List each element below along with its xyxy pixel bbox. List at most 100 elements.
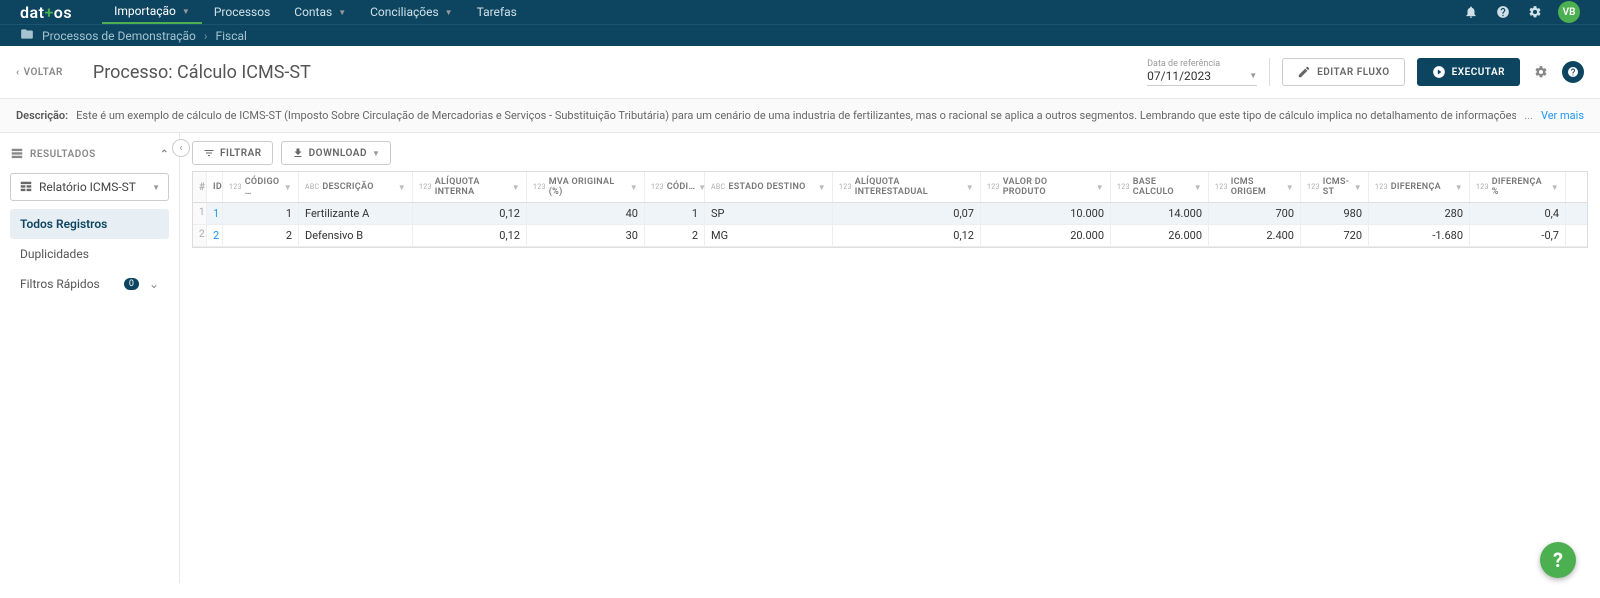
chevron-down-icon: ▼ (398, 183, 406, 192)
data-grid: #ID123CÓDIGO …▼ABCDESCRIÇÃO▼123ALÍQUOTA … (192, 171, 1588, 248)
chevron-down-icon: ▼ (152, 183, 160, 192)
chevron-down-icon: ▼ (445, 8, 453, 17)
cell-est: SP (705, 203, 833, 224)
edit-flow-button[interactable]: EDITAR FLUXO (1282, 58, 1404, 86)
column-header-cod[interactable]: 123CÓDIGO …▼ (223, 172, 299, 202)
sidebar-collapse-button[interactable]: ‹ (172, 139, 190, 157)
column-header-id[interactable]: ID (207, 172, 223, 202)
back-button[interactable]: ‹ VOLTAR (16, 67, 63, 78)
cell-mva: 40 (527, 203, 645, 224)
chevron-down-icon: ⌄ (149, 277, 159, 291)
column-header-dif[interactable]: 123DIFERENÇA▼ (1369, 172, 1470, 202)
cell-aliq: 0,12 (413, 203, 527, 224)
cell-base: 26.000 (1111, 225, 1209, 246)
cell-aliq: 0,12 (413, 225, 527, 246)
page-title: Processo: Cálculo ICMS-ST (93, 62, 1147, 83)
cell-cod2: 2 (645, 225, 705, 246)
settings-icon[interactable] (1526, 3, 1544, 21)
nav-item-tarefas[interactable]: Tarefas (465, 1, 529, 23)
cell-id[interactable]: 2 (207, 225, 223, 246)
nav-items: Importação▼ProcessosContas▼Conciliações▼… (102, 0, 1462, 24)
nav-item-conciliações[interactable]: Conciliações▼ (358, 1, 464, 23)
grid-toolbar: FILTRAR DOWNLOAD ▼ (192, 141, 1588, 165)
content-area: FILTRAR DOWNLOAD ▼ #ID123CÓDIGO …▼ABCDES… (180, 133, 1600, 583)
execute-button[interactable]: EXECUTAR (1417, 58, 1520, 86)
cell-difp: -0,7 (1470, 225, 1566, 246)
chevron-down-icon: ▼ (630, 183, 638, 192)
cell-est: MG (705, 225, 833, 246)
sidebar-item[interactable]: Filtros Rápidos0⌄ (10, 269, 169, 299)
cell-mva: 30 (527, 225, 645, 246)
edit-flow-label: EDITAR FLUXO (1317, 67, 1389, 78)
grid-header: #ID123CÓDIGO …▼ABCDESCRIÇÃO▼123ALÍQUOTA … (193, 172, 1587, 203)
download-button[interactable]: DOWNLOAD ▼ (281, 141, 392, 165)
download-label: DOWNLOAD (309, 148, 367, 159)
badge: 0 (124, 278, 139, 290)
chevron-down-icon: ▼ (182, 7, 190, 16)
filter-button[interactable]: FILTRAR (192, 141, 273, 165)
results-icon (10, 147, 24, 161)
breadcrumb-root[interactable]: Processos de Demonstração (42, 29, 196, 43)
column-header-aliq[interactable]: 123ALÍQUOTA INTERNA▼ (413, 172, 527, 202)
column-header-icmsst[interactable]: 123ICMS-ST▼ (1301, 172, 1369, 202)
breadcrumb-separator: › (204, 29, 208, 43)
column-header-est[interactable]: ABCESTADO DESTINO▼ (705, 172, 833, 202)
chevron-up-icon: ⌃ (160, 149, 169, 160)
column-header-aliqi[interactable]: 123ALÍQUOTA INTERESTADUAL▼ (833, 172, 981, 202)
main-area: RESULTADOS ⌃ Relatório ICMS-ST ▼ Todos R… (0, 133, 1600, 583)
cell-dif: 280 (1369, 203, 1470, 224)
user-avatar[interactable]: VB (1558, 1, 1580, 23)
column-header-difp[interactable]: 123DIFERENÇA %▼ (1470, 172, 1566, 202)
page-help-icon[interactable] (1562, 61, 1584, 83)
date-reference[interactable]: Data de referência 07/11/2023▼ (1147, 59, 1257, 86)
column-header-valp[interactable]: 123VALOR DO PRODUTO▼ (981, 172, 1111, 202)
see-more-link[interactable]: Ver mais (1541, 109, 1584, 122)
chevron-down-icon: ▼ (966, 183, 974, 192)
table-row[interactable]: 111Fertilizante A0,12401SP0,0710.00014.0… (193, 203, 1587, 225)
chevron-down-icon: ▼ (372, 149, 380, 158)
back-label: VOLTAR (24, 67, 63, 78)
column-header-cod2[interactable]: 123CÓDI…▼ (645, 172, 705, 202)
grid-body: 111Fertilizante A0,12401SP0,0710.00014.0… (193, 203, 1587, 247)
chevron-down-icon: ▼ (284, 183, 292, 192)
sidebar-list: Todos RegistrosDuplicidadesFiltros Rápid… (10, 209, 169, 299)
cell-cod2: 1 (645, 203, 705, 224)
report-select[interactable]: Relatório ICMS-ST ▼ (10, 173, 169, 201)
column-header-desc[interactable]: ABCDESCRIÇÃO▼ (299, 172, 413, 202)
folder-icon (20, 27, 34, 44)
column-header-icmso[interactable]: 123ICMS ORIGEM▼ (1209, 172, 1301, 202)
nav-right: VB (1462, 1, 1580, 23)
cell-icmso: 2.400 (1209, 225, 1301, 246)
column-header-mva[interactable]: 123MVA ORIGINAL (%)▼ (527, 172, 645, 202)
chevron-down-icon: ▼ (818, 183, 826, 192)
cell-id[interactable]: 1 (207, 203, 223, 224)
sidebar-header[interactable]: RESULTADOS ⌃ (10, 143, 169, 165)
help-fab[interactable]: ? (1540, 542, 1576, 578)
notifications-icon[interactable] (1462, 3, 1480, 21)
sub-nav: Processos de Demonstração › Fiscal (0, 24, 1600, 46)
nav-item-importação[interactable]: Importação▼ (102, 0, 202, 24)
sidebar-item[interactable]: Duplicidades (10, 239, 169, 269)
process-settings-icon[interactable] (1532, 63, 1550, 81)
chevron-down-icon: ▼ (1354, 183, 1362, 192)
chevron-down-icon: ▼ (512, 183, 520, 192)
table-icon (19, 180, 33, 194)
table-row[interactable]: 222Defensivo B0,12302MG0,1220.00026.0002… (193, 225, 1587, 247)
breadcrumb-leaf[interactable]: Fiscal (216, 29, 247, 43)
description-ellipsis: ... (1524, 109, 1533, 122)
column-header-idx[interactable]: # (193, 172, 207, 202)
nav-item-processos[interactable]: Processos (202, 1, 282, 23)
sidebar-item[interactable]: Todos Registros (10, 209, 169, 239)
cell-icmsst: 980 (1301, 203, 1369, 224)
cell-cod: 2 (223, 225, 299, 246)
column-header-base[interactable]: 123BASE CALCULO▼ (1111, 172, 1209, 202)
chevron-left-icon: ‹ (16, 67, 20, 78)
cell-desc: Fertilizante A (299, 203, 413, 224)
top-nav: dat+os Importação▼ProcessosContas▼Concil… (0, 0, 1600, 24)
help-icon[interactable] (1494, 3, 1512, 21)
date-ref-label: Data de referência (1147, 59, 1257, 69)
execute-label: EXECUTAR (1452, 67, 1505, 78)
chevron-down-icon: ▼ (338, 8, 346, 17)
nav-item-contas[interactable]: Contas▼ (282, 1, 358, 23)
cell-idx: 1 (193, 203, 207, 224)
